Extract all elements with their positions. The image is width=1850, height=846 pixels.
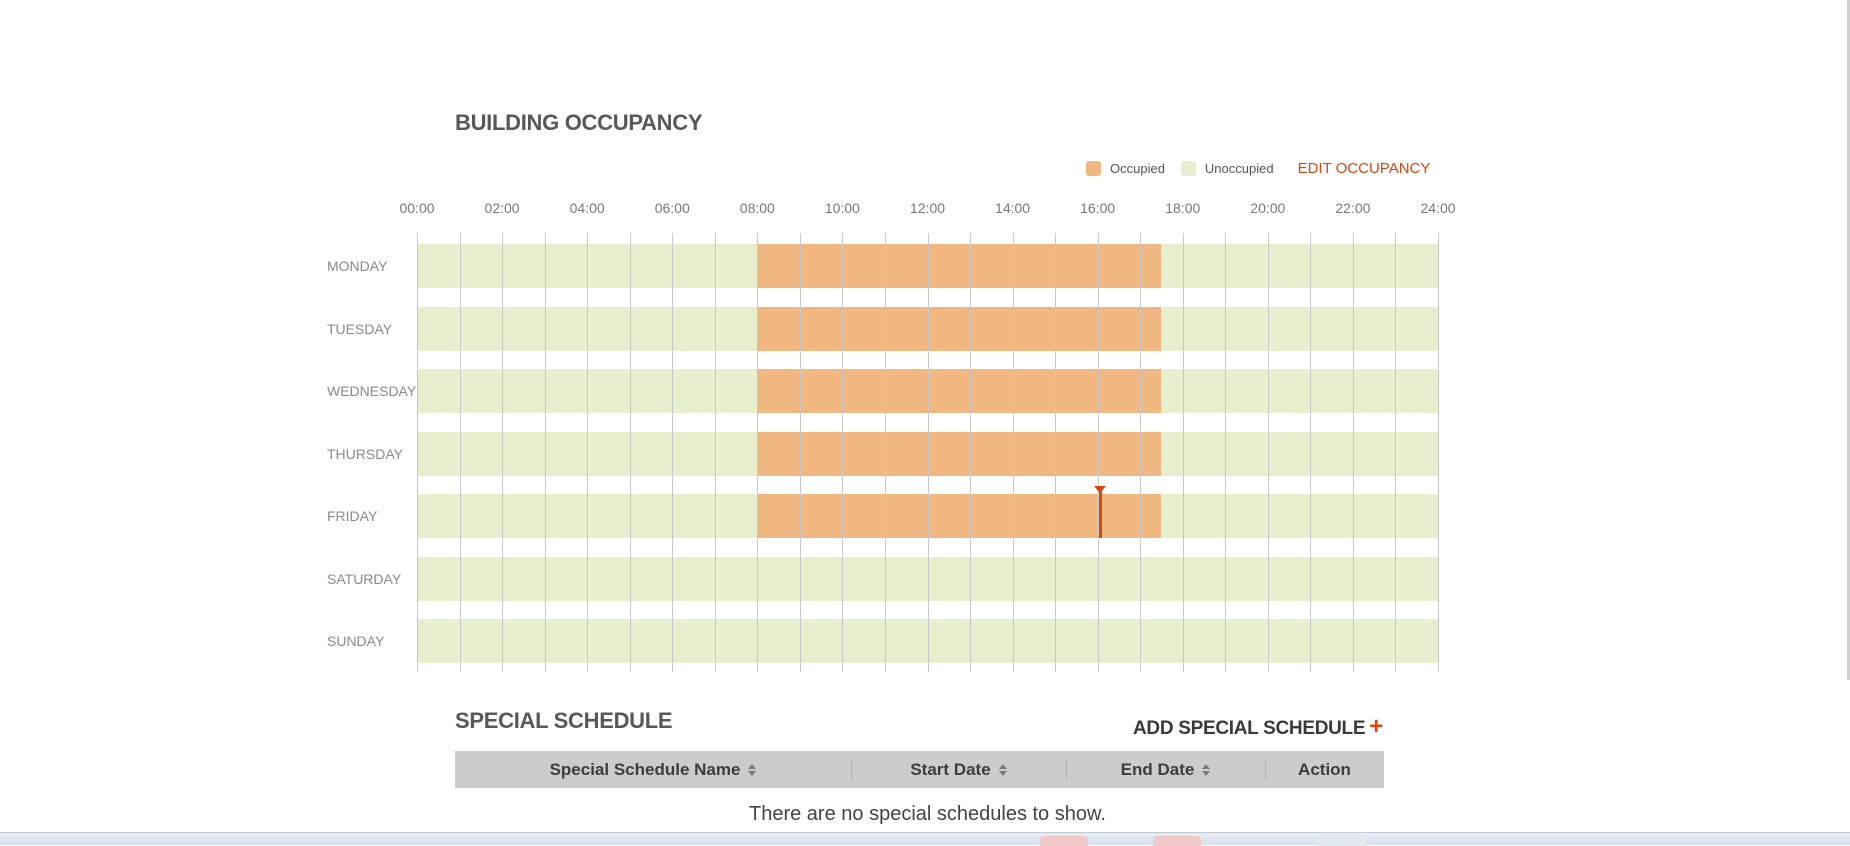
hour-grid-line	[1055, 233, 1057, 672]
hour-grid-line	[417, 233, 418, 672]
day-label-thursday: THURSDAY	[327, 445, 403, 462]
sort-icon[interactable]	[748, 763, 757, 776]
taskbar-tab[interactable]	[1318, 836, 1366, 846]
time-axis-label: 20:00	[1250, 200, 1286, 216]
hour-grid-line	[587, 233, 589, 672]
taskbar-tab[interactable]	[1040, 836, 1088, 846]
occupied-bar-thursday[interactable]	[757, 431, 1162, 476]
hour-grid-line	[1012, 233, 1014, 672]
time-axis-label: 04:00	[569, 200, 605, 216]
edit-occupancy-link[interactable]: EDIT OCCUPANCY	[1297, 160, 1431, 177]
time-axis-label: 10:00	[824, 200, 860, 216]
vertical-scrollbar[interactable]	[1847, 0, 1850, 680]
unoccupied-swatch-icon	[1180, 161, 1196, 176]
sort-icon[interactable]	[998, 763, 1007, 776]
hour-grid-line	[1395, 233, 1397, 672]
occupied-swatch-icon	[1086, 161, 1101, 176]
day-label-friday: FRIDAY	[327, 508, 378, 524]
time-axis-label: 24:00	[1420, 200, 1456, 216]
hour-grid-line	[1182, 233, 1184, 672]
column-header-name-label: Special Schedule Name	[549, 759, 741, 779]
column-header-end-date[interactable]: End Date	[1066, 751, 1265, 788]
hour-grid-line	[799, 233, 801, 672]
hour-grid-line	[1267, 233, 1269, 672]
special-schedule-title: SPECIAL SCHEDULE	[455, 708, 673, 733]
special-schedule-table-header: Special Schedule Name Start Date End Dat…	[455, 751, 1384, 788]
time-axis-label: 02:00	[484, 200, 520, 216]
column-header-action-label: Action	[1298, 759, 1351, 779]
add-special-schedule-label: ADD SPECIAL SCHEDULE	[1133, 718, 1366, 739]
column-header-start-date-label: Start Date	[910, 759, 991, 779]
occupied-bar-friday[interactable]	[757, 494, 1162, 538]
time-axis-label: 00:00	[399, 200, 435, 216]
time-axis-label: 08:00	[739, 200, 775, 216]
legend-occupied: Occupied	[1086, 161, 1165, 176]
legend-unoccupied-label: Unoccupied	[1204, 161, 1274, 176]
hour-grid-line	[629, 233, 631, 672]
legend-unoccupied: Unoccupied	[1180, 161, 1274, 176]
day-label-wednesday: WEDNESDAY	[327, 383, 417, 399]
current-time-marker	[1098, 489, 1102, 538]
hour-grid-line	[1225, 233, 1227, 672]
day-label-saturday: SATURDAY	[327, 570, 402, 587]
page-title: BUILDING OCCUPANCY	[455, 110, 703, 135]
column-header-action: Action	[1265, 751, 1384, 788]
occupied-bar-tuesday[interactable]	[757, 306, 1162, 351]
column-header-end-date-label: End Date	[1120, 759, 1195, 779]
time-axis-label: 06:00	[654, 200, 690, 216]
hour-grid-line	[1097, 233, 1099, 672]
hour-grid-line	[970, 233, 972, 672]
hour-grid-line	[1438, 233, 1439, 672]
hour-grid-line	[672, 233, 674, 672]
time-axis-label: 18:00	[1165, 200, 1201, 216]
day-label-sunday: SUNDAY	[327, 633, 385, 649]
hour-grid-line	[1140, 233, 1142, 672]
taskbar-tab[interactable]	[1153, 836, 1201, 846]
day-label-tuesday: TUESDAY	[327, 320, 393, 337]
legend: Occupied Unoccupied EDIT OCCUPANCY	[1086, 160, 1430, 177]
hour-grid-line	[884, 233, 886, 672]
day-label-monday: MONDAY	[327, 258, 388, 274]
hour-grid-line	[459, 233, 461, 672]
bottom-taskbar	[0, 832, 1850, 846]
hour-grid-line	[1352, 233, 1354, 672]
column-header-start-date[interactable]: Start Date	[851, 751, 1066, 788]
occupied-bar-wednesday[interactable]	[757, 369, 1162, 413]
current-time-marker-head-icon	[1093, 486, 1106, 493]
time-axis-label: 22:00	[1335, 200, 1371, 216]
add-special-schedule-button[interactable]: ADD SPECIAL SCHEDULE +	[1133, 713, 1383, 741]
occupied-bar-monday[interactable]	[757, 244, 1162, 288]
column-header-name[interactable]: Special Schedule Name	[455, 751, 851, 788]
legend-occupied-label: Occupied	[1110, 161, 1165, 176]
hour-grid-line	[757, 233, 759, 672]
hour-grid-line	[1310, 233, 1312, 672]
hour-grid-line	[714, 233, 716, 672]
hour-grid-line	[842, 233, 844, 672]
time-axis-label: 14:00	[995, 200, 1031, 216]
hour-grid-line	[927, 233, 929, 672]
sort-icon[interactable]	[1202, 763, 1211, 776]
hour-grid-line	[544, 233, 546, 672]
empty-table-message: There are no special schedules to show.	[749, 803, 1106, 825]
time-axis-label: 16:00	[1080, 200, 1116, 216]
plus-icon: +	[1369, 713, 1383, 740]
time-axis-label: 12:00	[909, 200, 946, 216]
hour-grid-line	[502, 233, 504, 672]
